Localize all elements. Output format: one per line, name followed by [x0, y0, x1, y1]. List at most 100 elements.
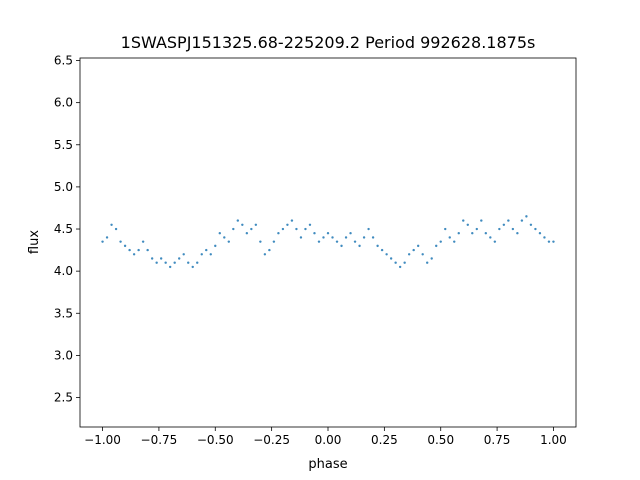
data-point — [335, 240, 339, 243]
data-point — [448, 236, 451, 239]
data-point — [308, 223, 312, 227]
data-point — [520, 219, 524, 222]
data-point — [349, 232, 352, 235]
data-point — [101, 240, 104, 243]
data-point — [380, 248, 384, 252]
data-point — [196, 261, 199, 264]
data-point — [511, 227, 515, 231]
data-point — [128, 248, 131, 252]
data-point — [105, 236, 109, 239]
data-point — [137, 248, 140, 252]
data-point — [371, 236, 375, 239]
data-point — [507, 219, 510, 222]
data-point — [466, 223, 469, 227]
data-point — [534, 227, 537, 231]
data-point — [119, 240, 122, 243]
data-point — [150, 257, 154, 260]
y-tick-label: 2.5 — [54, 391, 73, 405]
data-point — [123, 244, 127, 248]
x-tick-label: 0.25 — [371, 433, 398, 447]
data-point — [290, 219, 294, 222]
data-point — [326, 232, 330, 235]
data-point — [362, 236, 366, 239]
chart-title: 1SWASPJ151325.68-225209.2 Period 992628.… — [121, 33, 536, 52]
scatter-points — [101, 215, 555, 269]
y-tick-label: 5.5 — [54, 138, 73, 152]
data-point — [403, 261, 406, 264]
data-point — [453, 240, 456, 243]
data-point — [331, 236, 334, 239]
data-point — [218, 232, 221, 235]
data-point — [498, 227, 501, 231]
data-point — [502, 223, 506, 227]
data-point — [182, 253, 185, 256]
data-point — [457, 232, 460, 235]
data-point — [317, 240, 321, 243]
y-tick-label: 5.0 — [54, 180, 73, 194]
data-point — [164, 261, 167, 264]
data-point — [353, 240, 357, 243]
data-point — [394, 261, 397, 264]
data-point — [250, 227, 253, 231]
data-point — [299, 236, 303, 239]
x-tick-label: −1.00 — [84, 433, 121, 447]
data-point — [155, 261, 158, 264]
data-point — [475, 227, 478, 231]
x-tick-label: −0.50 — [197, 433, 234, 447]
data-point — [281, 227, 285, 231]
data-point — [435, 244, 438, 248]
y-tick-label: 3.5 — [54, 306, 73, 320]
data-point — [232, 227, 235, 231]
data-point — [416, 244, 420, 248]
data-point — [187, 261, 190, 264]
data-point — [110, 223, 113, 227]
data-point — [313, 232, 316, 235]
data-point — [214, 244, 217, 248]
x-tick-label: 0.75 — [484, 433, 511, 447]
data-point — [168, 265, 172, 269]
data-point — [398, 265, 402, 269]
data-point — [389, 257, 393, 260]
x-axis-ticks: −1.00 −0.75 −0.50 −0.25 0.00 0.25 0.50 0.75 1.00 — [84, 427, 567, 447]
data-point — [322, 236, 325, 239]
data-point — [421, 253, 424, 256]
data-point — [439, 240, 442, 243]
data-point — [407, 253, 411, 256]
data-point — [412, 248, 415, 252]
data-point — [430, 257, 433, 260]
data-point — [426, 261, 429, 264]
x-tick-label: −0.25 — [253, 433, 290, 447]
data-point — [236, 219, 240, 222]
x-tick-label: 0.00 — [315, 433, 342, 447]
data-point — [471, 232, 474, 235]
data-point — [295, 227, 298, 231]
data-point — [538, 232, 542, 235]
x-axis-label: phase — [308, 457, 347, 472]
data-point — [547, 240, 551, 243]
data-point — [209, 253, 212, 256]
data-point — [376, 244, 379, 248]
y-axis-ticks: 2.5 3.0 3.5 4.0 4.5 5.0 5.5 6.0 6.5 — [54, 54, 80, 405]
y-axis-label: flux — [27, 230, 42, 254]
x-tick-label: 1.00 — [540, 433, 567, 447]
data-point — [358, 244, 361, 248]
data-point — [340, 244, 343, 248]
data-point — [178, 257, 181, 260]
data-point — [480, 219, 483, 222]
data-point — [254, 223, 258, 227]
data-point — [272, 240, 276, 243]
data-point — [241, 223, 244, 227]
data-point — [223, 236, 226, 239]
data-point — [205, 248, 208, 252]
data-point — [462, 219, 465, 222]
data-point — [141, 240, 145, 243]
x-tick-label: 0.50 — [427, 433, 454, 447]
data-point — [132, 253, 136, 256]
data-point — [489, 236, 492, 239]
y-tick-label: 6.5 — [54, 54, 73, 68]
data-point — [344, 236, 348, 239]
data-point — [367, 227, 370, 231]
data-point — [385, 253, 388, 256]
